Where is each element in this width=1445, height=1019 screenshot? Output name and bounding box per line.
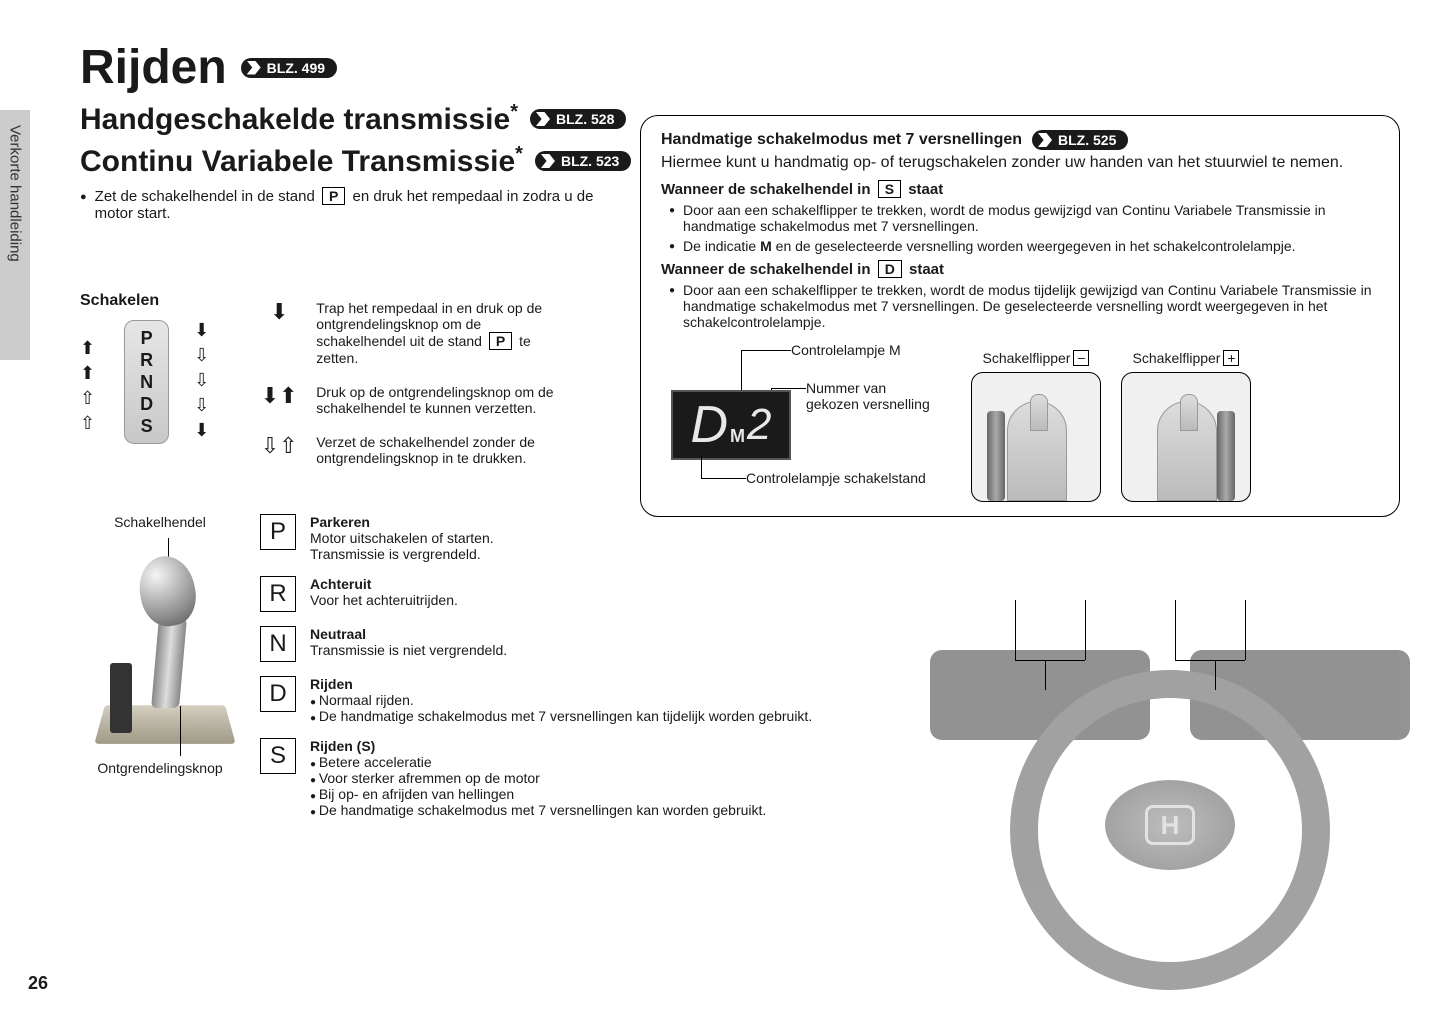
rb-s-heading: Wanneer de schakelhendel in S staat — [661, 180, 1379, 198]
gear-list: P Parkeren Motor uitschakelen of starten… — [260, 514, 910, 832]
paddle-minus-illustration — [971, 372, 1101, 502]
display-diagram: Controlelampje M Nummer van gekozen vers… — [661, 350, 1379, 502]
gear-letter-p: P — [260, 514, 296, 550]
minus-icon: − — [1073, 350, 1089, 366]
page-content: Rijden BLZ. 499 Handgeschakelde transmis… — [80, 40, 1415, 979]
gear-row-d: D Rijden Normaal rijden. De handmatige s… — [260, 676, 910, 724]
rb-s-b2: De indicatie M en de geselecteerde versn… — [669, 238, 1379, 254]
page-title: Rijden — [80, 40, 227, 95]
shift-legend: ⬇ Trap het rempedaal in en druk op de on… — [254, 320, 564, 484]
arrow-column-left: ⬆⬆⇧⇧ — [80, 320, 95, 434]
legend-arrow-outline-both: ⇩⇧ — [254, 434, 304, 458]
main-bullet: Zet de schakelhendel in de stand P en dr… — [80, 187, 620, 222]
honda-logo-icon: H — [1145, 805, 1195, 845]
lcd-display: D M 2 — [671, 390, 791, 460]
lbl-stand: Controlelampje schakelstand — [746, 470, 926, 486]
legend-row-1: ⬇ Trap het rempedaal in en druk op de on… — [254, 300, 564, 366]
page-ref-main: BLZ. 499 — [241, 58, 337, 78]
gear-letter-n: N — [260, 626, 296, 662]
gear-row-n: N Neutraal Transmissie is niet vergrende… — [260, 626, 910, 662]
gear-letter-r: R — [260, 576, 296, 612]
page-number: 26 — [28, 973, 48, 994]
paddle-minus-col: Schakelflipper− — [971, 350, 1101, 502]
subtitle-2: Continu Variabele Transmissie* BLZ. 523 — [80, 143, 640, 179]
plus-icon: + — [1223, 350, 1239, 366]
left-column: Rijden BLZ. 499 Handgeschakelde transmis… — [80, 40, 640, 832]
lever-image-wrap: Schakelhendel Ontgrendelingsknop — [80, 514, 240, 776]
rb-intro: Hiermee kunt u handmatig op- of terugsch… — [661, 154, 1379, 172]
gear-row-s: S Rijden (S) Betere acceleratie Voor ste… — [260, 738, 910, 818]
shift-lever-illustration — [80, 538, 240, 748]
paddle-wrap: Schakelflipper− Schakelflipper+ — [971, 350, 1251, 502]
title-row: Rijden BLZ. 499 — [80, 40, 640, 95]
paddle-plus-col: Schakelflipper+ — [1121, 350, 1251, 502]
paddle-shift-box: Handmatige schakelmodus met 7 versnellin… — [640, 115, 1400, 517]
rb-title-row: Handmatige schakelmodus met 7 versnellin… — [661, 130, 1379, 150]
lbl-m: Controlelampje M — [791, 342, 901, 358]
lever-section: Schakelhendel Ontgrendelingsknop P Parke… — [80, 514, 640, 832]
legend-row-2: ⬇⬆ Druk op de ontgrendelingsknop om de s… — [254, 384, 564, 416]
page-ref-sub2: BLZ. 523 — [535, 151, 631, 171]
lcd-wrap: Controlelampje M Nummer van gekozen vers… — [661, 350, 941, 500]
legend-arrow-solid-down: ⬇ — [254, 300, 304, 324]
paddle-plus-illustration — [1121, 372, 1251, 502]
gear-letter-s: S — [260, 738, 296, 774]
rb-d-heading: Wanneer de schakelhendel in D staat — [661, 260, 1379, 278]
shift-diagram: ⬆⬆⇧⇧ P R N D S ⬇⇩⇩⇩⬇ ⬇ Trap het rempedaa… — [80, 320, 640, 484]
gear-letter-d: D — [260, 676, 296, 712]
page-ref-sub1: BLZ. 528 — [530, 109, 626, 129]
gear-row-r: R Achteruit Voor het achteruitrijden. — [260, 576, 910, 612]
subtitle-1: Handgeschakelde transmissie* BLZ. 528 — [80, 101, 640, 137]
rb-d-b1: Door aan een schakelflipper te trekken, … — [669, 282, 1379, 330]
legend-row-3: ⇩⇧ Verzet de schakelhendel zonder de ont… — [254, 434, 564, 466]
gear-row-p: P Parkeren Motor uitschakelen of starten… — [260, 514, 910, 562]
legend-arrow-solid-both: ⬇⬆ — [254, 384, 304, 408]
prnds-indicator: P R N D S — [124, 320, 169, 444]
sidebar-tab: Verkorte handleiding — [0, 110, 30, 360]
page-ref-rb: BLZ. 525 — [1032, 130, 1128, 150]
steering-wheel-illustration: H — [950, 640, 1390, 840]
rb-s-b1: Door aan een schakelflipper te trekken, … — [669, 202, 1379, 234]
arrow-column-right: ⬇⇩⇩⇩⬇ — [194, 320, 209, 441]
lbl-num: Nummer van gekozen versnelling — [806, 380, 941, 412]
lever-top-label: Schakelhendel — [80, 514, 240, 530]
lever-bottom-label: Ontgrendelingsknop — [80, 760, 240, 776]
